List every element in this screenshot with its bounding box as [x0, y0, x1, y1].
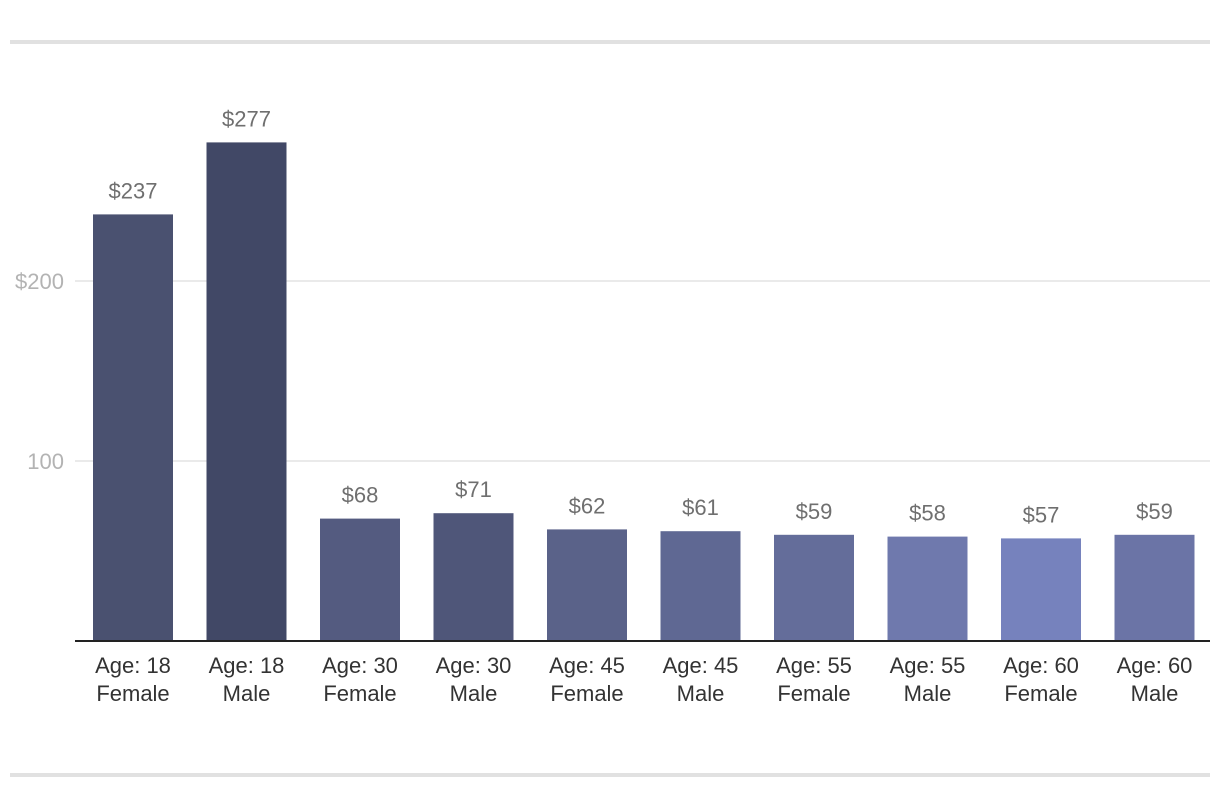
x-tick-label-gender: Male [450, 681, 498, 706]
x-tick-label-gender: Female [550, 681, 623, 706]
bar [320, 518, 400, 641]
y-axis-ticks: 100 $200 [15, 269, 64, 474]
data-labels: $237 $277 $68 $71 $62 $61 $59 $58 $57 $59 [109, 106, 1173, 527]
y-tick-label: 100 [27, 449, 64, 474]
bar-value-label: $58 [909, 501, 946, 526]
y-tick-label: $200 [15, 269, 64, 294]
bar [206, 142, 287, 641]
bar [1001, 538, 1081, 641]
bar [660, 531, 741, 641]
bar [887, 536, 968, 641]
top-divider [10, 40, 1210, 44]
x-tick-label-age: Age: 30 [322, 653, 398, 678]
bottom-divider [10, 773, 1210, 777]
bar-value-label: $68 [342, 483, 379, 508]
x-tick-label-age: Age: 18 [95, 653, 171, 678]
bar-value-label: $61 [682, 495, 719, 520]
x-tick-label-gender: Female [96, 681, 169, 706]
x-tick-label-gender: Male [904, 681, 952, 706]
bar-value-label: $237 [109, 178, 158, 203]
x-tick-label-age: Age: 55 [776, 653, 852, 678]
x-axis: Age: 18 Female Age: 18 Male Age: 30 Female Age… [75, 640, 1210, 706]
bar [433, 513, 514, 641]
x-tick-label-age: Age: 30 [436, 653, 512, 678]
x-tick-label-gender: Female [1004, 681, 1077, 706]
bar-value-label: $59 [1136, 499, 1173, 524]
bar-value-label: $57 [1023, 502, 1060, 527]
x-tick-label-age: Age: 55 [890, 653, 966, 678]
x-tick-label-gender: Male [223, 681, 271, 706]
x-tick-label-gender: Female [777, 681, 850, 706]
x-tick-label-age: Age: 45 [549, 653, 625, 678]
bar-value-label: $59 [796, 499, 833, 524]
bar [774, 534, 854, 641]
x-tick-label-age: Age: 45 [663, 653, 739, 678]
x-tick-label-age: Age: 18 [209, 653, 285, 678]
bar [1114, 534, 1195, 641]
x-tick-label-age: Age: 60 [1003, 653, 1079, 678]
x-tick-label-gender: Female [323, 681, 396, 706]
bar-value-label: $71 [455, 477, 492, 502]
x-tick-label-age: Age: 60 [1117, 653, 1193, 678]
bars [93, 142, 1195, 641]
bar-value-label: $62 [569, 493, 606, 518]
x-tick-label-gender: Male [677, 681, 725, 706]
x-tick-label-gender: Male [1131, 681, 1179, 706]
bar [93, 214, 173, 641]
bar-value-label: $277 [222, 106, 271, 131]
bar [547, 529, 627, 641]
